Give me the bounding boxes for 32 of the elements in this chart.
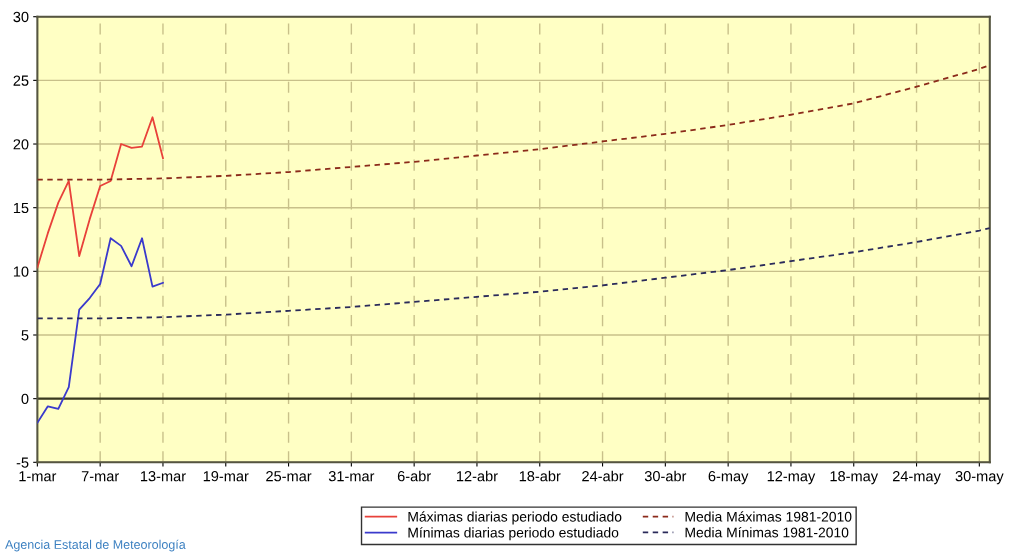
x-tick-label: 13-mar — [140, 471, 186, 482]
y-tick-label: 15 — [13, 202, 29, 214]
legend-label: Mínimas diarias periodo estudiado — [408, 527, 619, 541]
line-series — [37, 116, 164, 269]
x-tick-label: 24-may — [892, 471, 941, 485]
x-tick-label: 30-abr — [644, 470, 687, 482]
x-tick-label: 12-abr — [456, 470, 498, 482]
y-tick-label: 25 — [13, 75, 29, 86]
x-tick-label: 6-may — [708, 471, 749, 485]
x-tick-label: 19-mar — [203, 471, 249, 482]
line-series — [37, 227, 990, 320]
legend-label: Media Máximas 1981-2010 — [685, 511, 852, 522]
line-series — [37, 237, 164, 424]
y-tick-label: 20 — [13, 139, 29, 150]
y-tick-label: -5 — [16, 457, 29, 468]
x-tick-label: 12-may — [767, 471, 816, 485]
x-tick-label: 31-mar — [328, 471, 375, 482]
y-tick-label: 0 — [21, 393, 29, 405]
y-tick-label: 10 — [13, 266, 29, 277]
y-tick-label: 30 — [13, 11, 29, 23]
x-tick-label: 25-mar — [266, 471, 312, 482]
legend-label: Máximas diarias periodo estudiado — [408, 511, 622, 525]
x-tick-label: 18-abr — [519, 470, 561, 482]
x-tick-label: 24-abr — [582, 470, 624, 482]
legend-label: Media Mínimas 1981-2010 — [685, 527, 849, 538]
x-tick-label: 18-may — [830, 471, 879, 485]
x-tick-label: 1-mar — [19, 471, 57, 482]
x-tick-label: 6-abr — [397, 470, 431, 482]
x-tick-label: 30-may — [955, 471, 1004, 485]
x-tick-label: 7-mar — [81, 471, 119, 482]
y-tick-label: 5 — [21, 330, 29, 341]
text: Agencia Estatal de Meteorología — [5, 539, 186, 552]
